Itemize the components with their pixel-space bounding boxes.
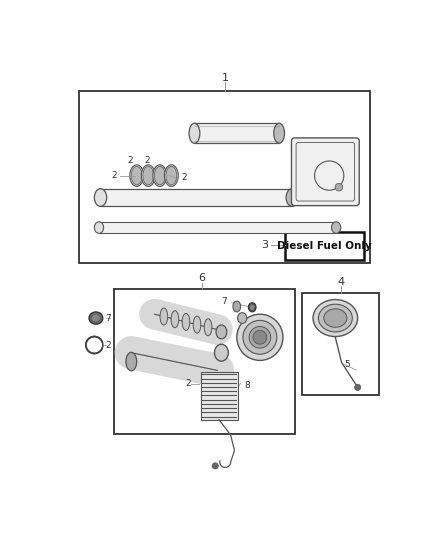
Text: 6: 6 <box>199 273 206 283</box>
Ellipse shape <box>215 344 228 361</box>
FancyBboxPatch shape <box>291 138 359 206</box>
Ellipse shape <box>249 327 271 348</box>
Ellipse shape <box>94 189 107 206</box>
Text: 2: 2 <box>112 171 117 180</box>
Ellipse shape <box>141 165 155 187</box>
Ellipse shape <box>216 325 227 339</box>
Ellipse shape <box>126 352 137 371</box>
Ellipse shape <box>237 314 283 360</box>
Ellipse shape <box>274 123 285 143</box>
Text: 2: 2 <box>105 341 111 350</box>
Ellipse shape <box>324 309 347 327</box>
Ellipse shape <box>204 319 212 336</box>
Bar <box>201 372 237 419</box>
Ellipse shape <box>130 165 144 187</box>
Ellipse shape <box>131 166 142 185</box>
Ellipse shape <box>171 311 179 328</box>
Text: 2: 2 <box>145 156 150 165</box>
Ellipse shape <box>318 304 352 332</box>
Ellipse shape <box>237 313 247 324</box>
Ellipse shape <box>160 308 168 325</box>
Text: 2: 2 <box>185 379 191 388</box>
Ellipse shape <box>332 222 341 233</box>
Text: 7: 7 <box>105 313 111 322</box>
Text: 7: 7 <box>221 297 226 305</box>
Ellipse shape <box>250 305 254 310</box>
Ellipse shape <box>155 166 165 185</box>
Ellipse shape <box>143 166 154 185</box>
Ellipse shape <box>313 300 358 336</box>
Bar <box>194 123 279 143</box>
Ellipse shape <box>253 330 267 344</box>
Ellipse shape <box>182 313 190 330</box>
Ellipse shape <box>153 165 167 187</box>
Bar <box>100 189 292 206</box>
Text: 8: 8 <box>244 381 250 390</box>
Ellipse shape <box>243 320 277 354</box>
Circle shape <box>212 463 218 469</box>
Text: 1: 1 <box>222 73 229 83</box>
Ellipse shape <box>193 316 201 333</box>
Ellipse shape <box>189 123 200 143</box>
Ellipse shape <box>286 189 298 206</box>
Text: Diesel Fuel Only: Diesel Fuel Only <box>277 241 372 251</box>
Text: 4: 4 <box>337 277 344 287</box>
Circle shape <box>335 183 343 191</box>
Ellipse shape <box>166 166 177 185</box>
Bar <box>99 222 336 233</box>
Circle shape <box>355 384 361 391</box>
Ellipse shape <box>89 312 103 324</box>
Ellipse shape <box>233 301 240 312</box>
Bar <box>302 294 379 395</box>
Ellipse shape <box>92 315 99 321</box>
Text: 5: 5 <box>345 360 350 369</box>
Ellipse shape <box>248 303 256 312</box>
Ellipse shape <box>305 191 318 203</box>
Ellipse shape <box>164 165 178 187</box>
Text: 2: 2 <box>181 173 187 182</box>
Text: 3: 3 <box>261 240 268 250</box>
Ellipse shape <box>94 222 103 233</box>
Text: 2: 2 <box>128 156 133 165</box>
Bar <box>285 232 364 260</box>
Bar <box>113 289 294 433</box>
Bar <box>79 91 370 263</box>
